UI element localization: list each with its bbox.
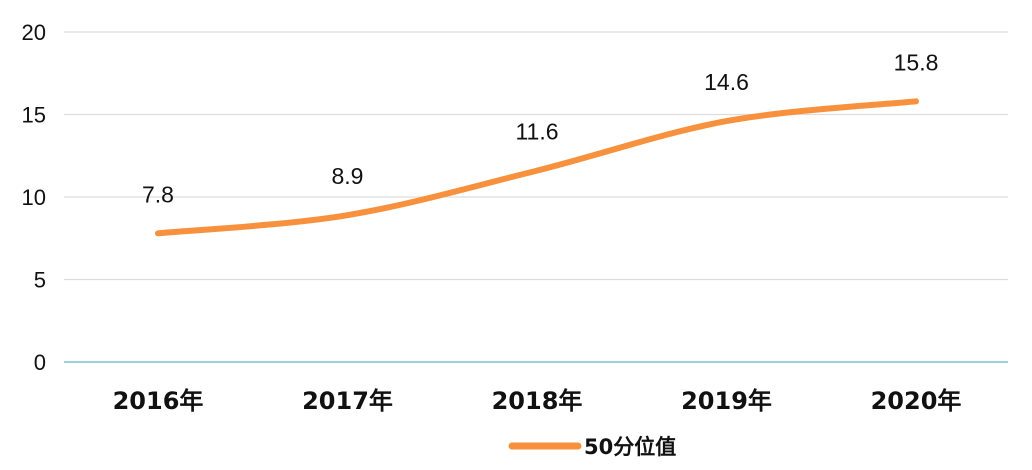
series-line-0 <box>155 98 919 237</box>
data-label-0-3: 14.6 <box>704 69 749 95</box>
data-point-0-1 <box>345 212 351 218</box>
x-tick-label-0: 2016年 <box>113 387 204 415</box>
y-tick-label-15: 15 <box>22 103 46 128</box>
data-point-0-3 <box>724 118 730 124</box>
x-tick-label-4: 2020年 <box>871 387 962 415</box>
x-tick-label-1: 2017年 <box>302 387 393 415</box>
y-tick-label-10: 10 <box>22 185 46 210</box>
data-label-0-0: 7.8 <box>142 181 174 207</box>
data-label-0-4: 15.8 <box>894 49 939 75</box>
x-tick-label-2: 2018年 <box>492 387 583 415</box>
legend: 50分位值 <box>508 435 676 459</box>
grid-lines <box>64 31 1008 363</box>
data-point-0-4 <box>913 98 919 104</box>
y-tick-label-0: 0 <box>34 350 46 375</box>
y-tick-label-5: 5 <box>34 268 46 293</box>
series-lines <box>155 98 919 237</box>
data-point-0-2 <box>534 168 540 174</box>
x-axis-tick-labels: 2016年 2017年 2018年 2019年 2020年 <box>113 387 962 415</box>
legend-label-0: 50分位值 <box>584 435 676 459</box>
data-point-0-0 <box>155 230 161 236</box>
y-axis-tick-labels: 0 5 10 15 20 <box>22 20 46 375</box>
data-labels: 7.8 8.9 11.6 14.6 15.8 <box>142 49 938 207</box>
x-tick-label-3: 2019年 <box>681 387 772 415</box>
data-label-0-2: 11.6 <box>515 119 558 145</box>
y-tick-label-20: 20 <box>22 20 46 45</box>
data-label-0-1: 8.9 <box>332 163 364 189</box>
